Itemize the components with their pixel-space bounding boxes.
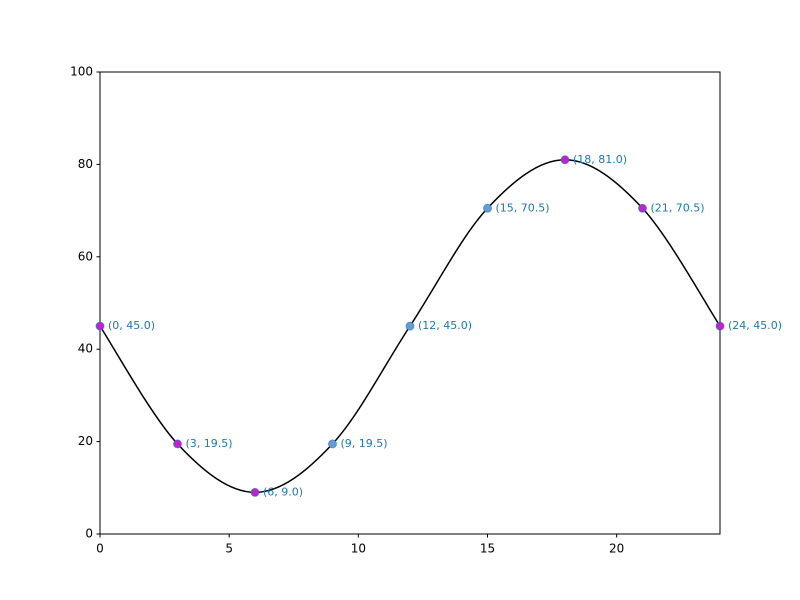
point	[483, 203, 492, 213]
point	[638, 203, 647, 213]
x-tick-label: 15	[480, 542, 495, 556]
point-label: (9, 19.5)	[341, 437, 388, 450]
point	[560, 155, 570, 165]
y-tick-label: 20	[78, 434, 93, 448]
point	[250, 487, 260, 497]
x-tick-label: 5	[225, 542, 233, 556]
point	[328, 439, 337, 449]
point-label: (21, 70.5)	[651, 201, 705, 214]
point	[405, 321, 415, 331]
point	[715, 321, 725, 331]
point-label: (24, 45.0)	[728, 319, 782, 332]
point-label: (6, 9.0)	[263, 485, 303, 498]
point-label: (12, 45.0)	[418, 319, 472, 332]
plot-frame	[99, 71, 721, 535]
x-tick-label: 10	[351, 542, 366, 556]
x-tick-label: 20	[609, 542, 624, 556]
y-tick-label: 0	[85, 527, 93, 541]
y-tick-label: 40	[78, 342, 93, 356]
y-tick-label: 80	[78, 157, 93, 171]
point-label: (0, 45.0)	[108, 319, 155, 332]
point	[95, 321, 105, 331]
point	[173, 439, 182, 449]
point-label: (15, 70.5)	[496, 201, 550, 214]
x-tick-label: 0	[96, 542, 104, 556]
y-tick-label: 100	[70, 65, 93, 79]
point-label: (18, 81.0)	[573, 153, 627, 166]
y-tick-label: 60	[78, 249, 93, 263]
point-label: (3, 19.5)	[186, 437, 233, 450]
